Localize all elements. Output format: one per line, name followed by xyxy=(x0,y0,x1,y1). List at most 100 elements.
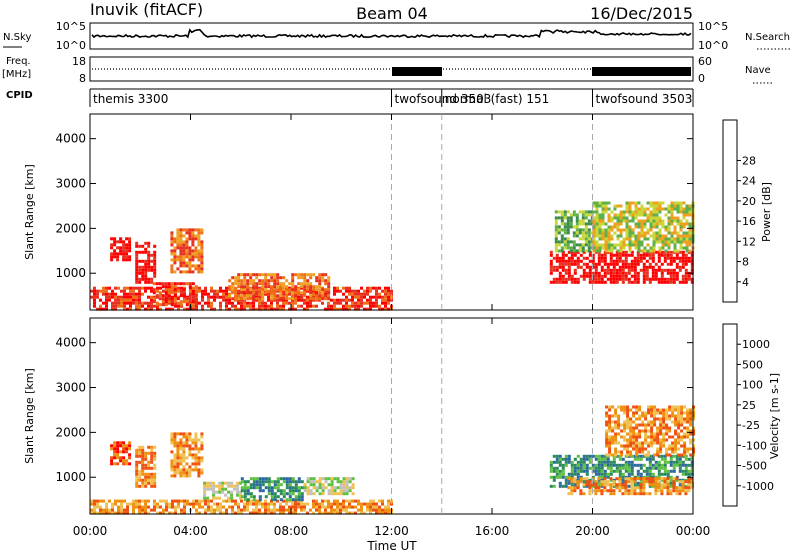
heatmap-cell xyxy=(618,457,622,461)
heatmap-cell xyxy=(689,429,693,433)
heatmap-cell xyxy=(677,405,681,409)
heatmap-cell xyxy=(678,466,682,470)
heatmap-cell xyxy=(179,456,183,460)
heatmap-cell xyxy=(678,256,682,260)
heatmap-cell xyxy=(675,486,679,490)
heatmap-cell xyxy=(647,429,651,433)
heatmap-cell xyxy=(609,489,613,493)
heatmap-cell xyxy=(351,298,354,302)
heatmap-cell xyxy=(141,466,145,470)
heatmap-cell xyxy=(170,231,174,235)
heatmap-cell xyxy=(173,438,177,442)
heatmap-cell xyxy=(678,280,682,284)
freq-tick-bottom: 8 xyxy=(79,72,86,85)
heatmap-cell xyxy=(360,301,363,305)
heatmap-cell xyxy=(567,271,571,275)
heatmap-cell xyxy=(625,219,629,223)
heatmap-cell xyxy=(663,256,667,260)
heatmap-cell xyxy=(654,477,658,481)
heatmap-cell xyxy=(669,271,673,275)
heatmap-cell xyxy=(661,207,665,211)
heatmap-cell xyxy=(678,481,682,485)
heatmap-cell xyxy=(672,454,676,458)
heatmap-cell xyxy=(597,463,601,467)
heatmap-cell xyxy=(123,307,126,311)
heatmap-cell xyxy=(685,210,689,214)
heatmap-cell xyxy=(584,210,588,214)
heatmap-cell xyxy=(660,483,664,487)
heatmap-cell xyxy=(288,480,292,484)
heatmap-cell xyxy=(560,249,564,253)
heatmap-cell xyxy=(661,246,665,250)
heatmap-cell xyxy=(557,216,561,220)
heatmap-cell xyxy=(264,273,268,277)
heatmap-cell xyxy=(213,502,216,506)
heatmap-cell xyxy=(261,279,265,283)
heatmap-cell xyxy=(674,414,678,418)
heatmap-cell xyxy=(191,291,195,295)
heatmap-cell xyxy=(640,207,644,211)
heatmap-cell xyxy=(173,459,177,463)
heatmap-cell xyxy=(138,265,142,269)
heatmap-cell xyxy=(128,258,132,262)
heatmap-cell xyxy=(670,222,674,226)
heatmap-cell xyxy=(687,259,691,263)
heatmap-cell xyxy=(224,481,228,485)
heatmap-cell xyxy=(608,450,612,454)
heatmap-cell xyxy=(620,429,624,433)
heatmap-cell xyxy=(569,240,573,244)
heatmap-cell xyxy=(105,511,108,515)
heatmap-cell xyxy=(624,250,628,254)
heatmap-cell xyxy=(561,274,565,278)
heatmap-cell xyxy=(135,298,138,302)
heatmap-cell xyxy=(384,292,387,296)
heatmap-cell xyxy=(194,255,198,259)
heatmap-cell xyxy=(291,273,295,277)
heatmap-cell xyxy=(679,207,683,211)
heatmap-cell xyxy=(294,495,298,499)
heatmap-cell xyxy=(619,216,623,220)
heatmap-cell xyxy=(605,414,609,418)
heatmap-cell xyxy=(604,240,608,244)
heatmap-cell xyxy=(611,441,615,445)
heatmap-cell xyxy=(144,499,147,503)
heatmap-cell xyxy=(176,237,180,241)
heatmap-cell xyxy=(660,271,664,275)
heatmap-cell xyxy=(608,423,612,427)
heatmap-cell xyxy=(303,298,306,302)
heatmap-cell xyxy=(612,460,616,464)
heatmap-cell xyxy=(384,304,387,308)
heatmap-cell xyxy=(288,301,291,305)
heatmap-cell xyxy=(677,426,681,430)
heatmap-cell xyxy=(147,460,151,464)
heatmap-cell xyxy=(614,432,618,436)
heatmap-cell xyxy=(182,228,186,232)
heatmap-cell xyxy=(632,420,636,424)
heatmap-cell xyxy=(345,511,348,515)
heatmap-cell xyxy=(554,216,558,220)
heatmap-cell xyxy=(179,264,183,268)
heatmap-cell xyxy=(665,423,669,427)
heatmap-cell xyxy=(330,505,333,509)
heatmap-cell xyxy=(179,237,183,241)
heatmap-cell xyxy=(552,484,556,488)
heatmap-cell xyxy=(324,511,327,515)
heatmap-cell xyxy=(225,286,228,290)
heatmap-cell xyxy=(147,268,151,272)
heatmap-cell xyxy=(279,498,283,502)
heatmap-cell xyxy=(658,222,662,226)
heatmap-cell xyxy=(610,228,614,232)
heatmap-cell xyxy=(288,505,291,509)
heatmap-cell xyxy=(601,234,605,238)
heatmap-cell xyxy=(612,484,616,488)
heatmap-cell xyxy=(597,457,601,461)
heatmap-cell xyxy=(642,489,646,493)
heatmap-cell xyxy=(611,435,615,439)
heatmap-cell xyxy=(603,460,607,464)
heatmap-cell xyxy=(336,286,339,290)
heatmap-cell xyxy=(294,301,297,305)
heatmap-cell xyxy=(650,420,654,424)
heatmap-cell xyxy=(351,492,355,496)
heatmap-cell xyxy=(659,426,663,430)
heatmap-cell xyxy=(192,307,195,311)
